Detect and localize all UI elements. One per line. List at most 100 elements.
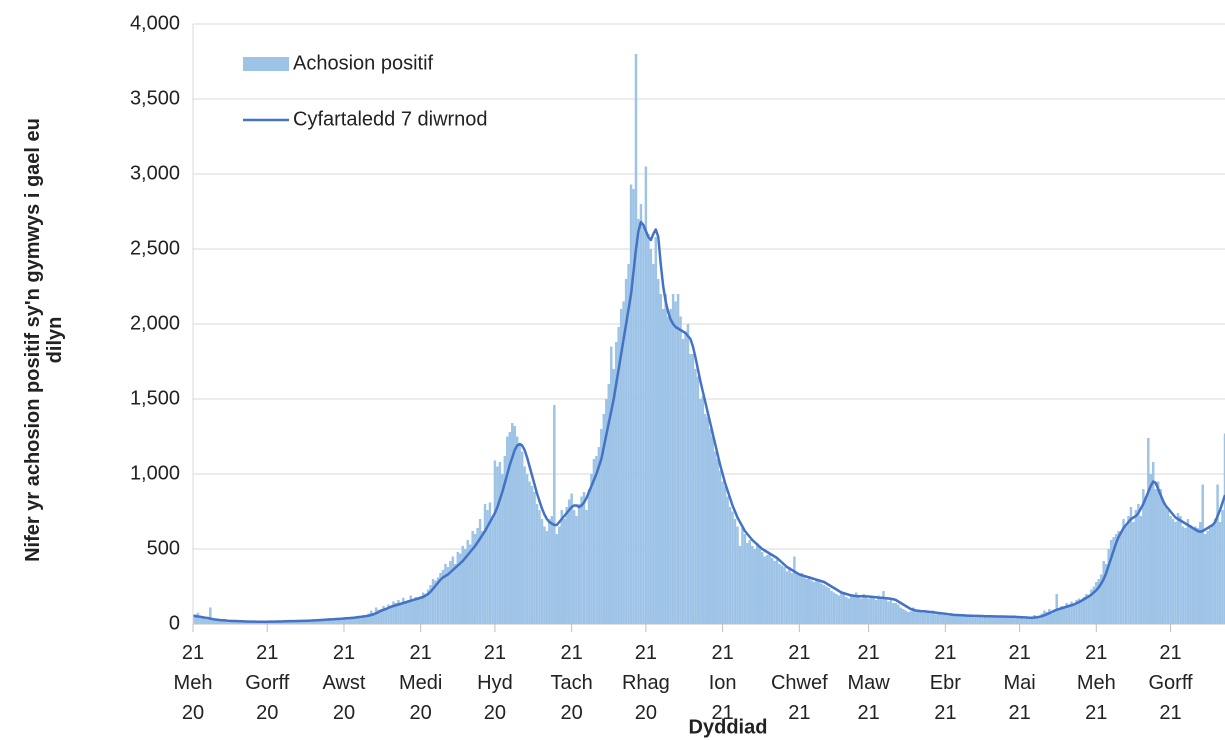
bar [835,594,838,624]
bar [308,620,311,624]
bar [1043,610,1046,624]
bar [1102,561,1105,624]
bar [218,621,222,624]
bar [1025,617,1029,624]
bar [1161,501,1165,624]
bar [704,414,707,624]
bar [1194,526,1197,624]
bar [911,607,915,624]
bar [387,604,390,624]
bar [416,597,420,624]
bar [1189,525,1192,624]
bar [483,504,487,624]
bar [711,436,714,624]
bar [300,620,304,624]
bar [1097,579,1101,624]
bar [1082,597,1086,624]
bar [1003,617,1006,624]
bar [679,316,682,624]
bar [1060,606,1063,624]
bar [877,595,880,624]
bar [273,621,276,624]
bar [827,588,831,624]
bar [1211,525,1214,624]
bar [1035,617,1039,624]
bar [327,618,331,624]
bar [718,471,722,624]
bar [882,591,885,624]
bar [686,324,690,624]
bar [523,466,526,624]
bar [689,354,692,624]
bar [676,294,680,624]
bar [605,399,608,624]
bar [389,606,393,624]
bar [847,598,851,624]
bar [357,615,361,624]
bar [1164,507,1167,624]
bar [1001,616,1004,624]
bar [293,621,296,624]
bar [1208,528,1212,624]
bar [966,615,969,624]
legend-label: Achosion positif [293,52,434,74]
bar [414,597,417,624]
bar [993,616,997,624]
bar [726,496,729,624]
bar [1020,618,1024,624]
bar [238,621,242,624]
bar [1134,510,1138,624]
bar [840,592,843,624]
bar [904,610,907,624]
bar [736,526,739,624]
bar [590,474,593,624]
bar [204,618,207,624]
bar [602,414,606,624]
bar [196,612,200,624]
x-axis-label: Dyddiad [689,716,768,738]
bar [733,519,737,624]
bar [1174,522,1177,624]
bar [1176,513,1180,624]
bar [562,519,566,624]
bar [713,451,717,624]
bar [412,601,415,624]
bar [471,531,474,624]
bar [793,556,796,624]
bar [374,607,378,624]
bar [889,600,893,624]
bar [320,618,323,624]
bar [931,610,935,624]
bar [842,594,846,624]
bar [1166,510,1170,624]
bar [555,534,559,624]
bar [805,579,808,624]
bar [1223,433,1225,624]
bar [404,602,408,624]
bar [567,499,571,624]
y-tick-label: 2,500 [130,237,180,259]
x-tick-label: 21 Ion 21 [709,642,737,724]
bar [394,603,398,624]
bar [476,528,479,624]
bar [473,534,477,624]
bar [1191,528,1195,624]
bar [1090,589,1093,624]
bar [765,555,769,624]
bar [968,615,972,624]
bar [637,219,640,624]
bar [664,294,667,624]
bar [998,617,1002,624]
bar [310,621,314,624]
bar [728,507,732,624]
bar [902,609,905,624]
bar [335,619,338,624]
bar [879,598,883,624]
bar [399,604,403,624]
bar [770,558,774,624]
bar [525,474,529,624]
bar [317,620,321,624]
bar [407,600,410,624]
bar [1201,484,1204,624]
